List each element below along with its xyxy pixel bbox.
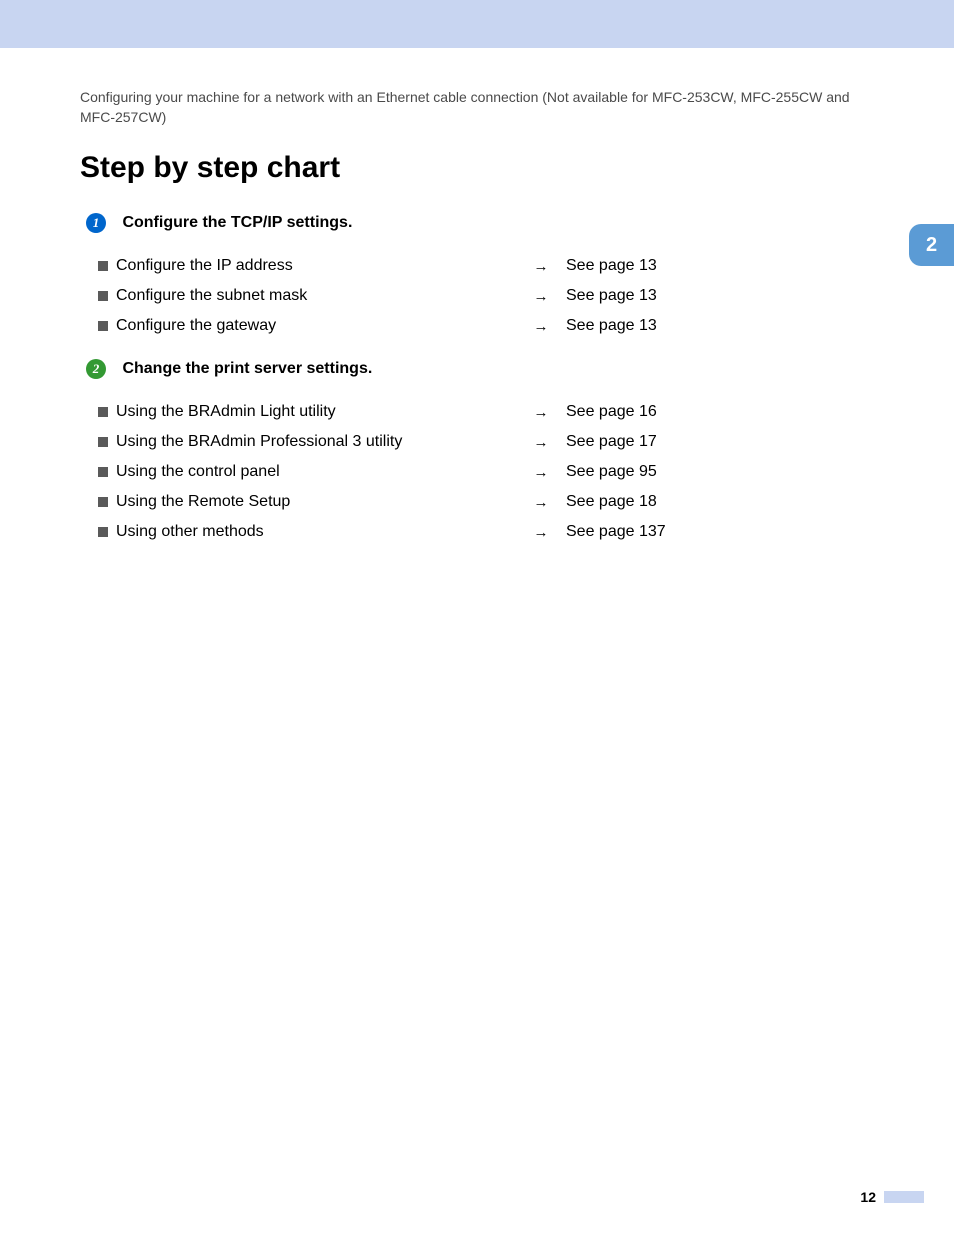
bullet-icon bbox=[98, 437, 108, 447]
list-item: Configure the IP address → See page 13 bbox=[98, 257, 874, 275]
bullet-icon bbox=[98, 321, 108, 331]
page-ref[interactable]: See page 137 bbox=[566, 523, 666, 541]
arrow-icon: → bbox=[516, 258, 566, 275]
arrow-icon: → bbox=[516, 318, 566, 335]
bullet-icon bbox=[98, 497, 108, 507]
list-item: Configure the gateway → See page 13 bbox=[98, 317, 874, 335]
step-1-badge: 1 bbox=[86, 213, 106, 233]
step-1-header: 1 Configure the TCP/IP settings. bbox=[86, 213, 874, 233]
arrow-icon: → bbox=[516, 524, 566, 541]
arrow-icon: → bbox=[516, 434, 566, 451]
item-label: Configure the gateway bbox=[116, 317, 516, 335]
page-title: Step by step chart bbox=[80, 151, 874, 185]
arrow-icon: → bbox=[516, 494, 566, 511]
item-label: Using the Remote Setup bbox=[116, 493, 516, 511]
step-2-title: Change the print server settings. bbox=[122, 360, 372, 377]
step-2-header: 2 Change the print server settings. bbox=[86, 359, 874, 379]
breadcrumb: Configuring your machine for a network w… bbox=[80, 88, 874, 127]
arrow-icon: → bbox=[516, 404, 566, 421]
page-ref[interactable]: See page 13 bbox=[566, 257, 657, 275]
list-item: Using the BRAdmin Light utility → See pa… bbox=[98, 403, 874, 421]
step-2-badge: 2 bbox=[86, 359, 106, 379]
bullet-icon bbox=[98, 407, 108, 417]
page-footer: 12 bbox=[860, 1189, 924, 1205]
arrow-icon: → bbox=[516, 464, 566, 481]
arrow-icon: → bbox=[516, 288, 566, 305]
chapter-tab[interactable]: 2 bbox=[909, 224, 954, 266]
page-ref[interactable]: See page 18 bbox=[566, 493, 657, 511]
section-2-items: Using the BRAdmin Light utility → See pa… bbox=[80, 403, 874, 541]
step-1-title: Configure the TCP/IP settings. bbox=[122, 214, 352, 231]
bullet-icon bbox=[98, 467, 108, 477]
item-label: Using the BRAdmin Light utility bbox=[116, 403, 516, 421]
bullet-icon bbox=[98, 527, 108, 537]
section-2: 2 Change the print server settings. Usin… bbox=[80, 359, 874, 541]
item-label: Configure the IP address bbox=[116, 257, 516, 275]
bullet-icon bbox=[98, 261, 108, 271]
list-item: Configure the subnet mask → See page 13 bbox=[98, 287, 874, 305]
top-bar bbox=[0, 0, 954, 48]
page-bar-icon bbox=[884, 1191, 924, 1203]
list-item: Using the BRAdmin Professional 3 utility… bbox=[98, 433, 874, 451]
page-number: 12 bbox=[860, 1189, 876, 1205]
item-label: Using the control panel bbox=[116, 463, 516, 481]
list-item: Using other methods → See page 137 bbox=[98, 523, 874, 541]
page-content: Configuring your machine for a network w… bbox=[0, 48, 954, 541]
bullet-icon bbox=[98, 291, 108, 301]
item-label: Using other methods bbox=[116, 523, 516, 541]
item-label: Using the BRAdmin Professional 3 utility bbox=[116, 433, 516, 451]
section-1-items: Configure the IP address → See page 13 C… bbox=[80, 257, 874, 335]
page-ref[interactable]: See page 16 bbox=[566, 403, 657, 421]
item-label: Configure the subnet mask bbox=[116, 287, 516, 305]
list-item: Using the control panel → See page 95 bbox=[98, 463, 874, 481]
page-ref[interactable]: See page 17 bbox=[566, 433, 657, 451]
page-ref[interactable]: See page 13 bbox=[566, 287, 657, 305]
list-item: Using the Remote Setup → See page 18 bbox=[98, 493, 874, 511]
page-ref[interactable]: See page 13 bbox=[566, 317, 657, 335]
page-ref[interactable]: See page 95 bbox=[566, 463, 657, 481]
section-1: 1 Configure the TCP/IP settings. Configu… bbox=[80, 213, 874, 335]
